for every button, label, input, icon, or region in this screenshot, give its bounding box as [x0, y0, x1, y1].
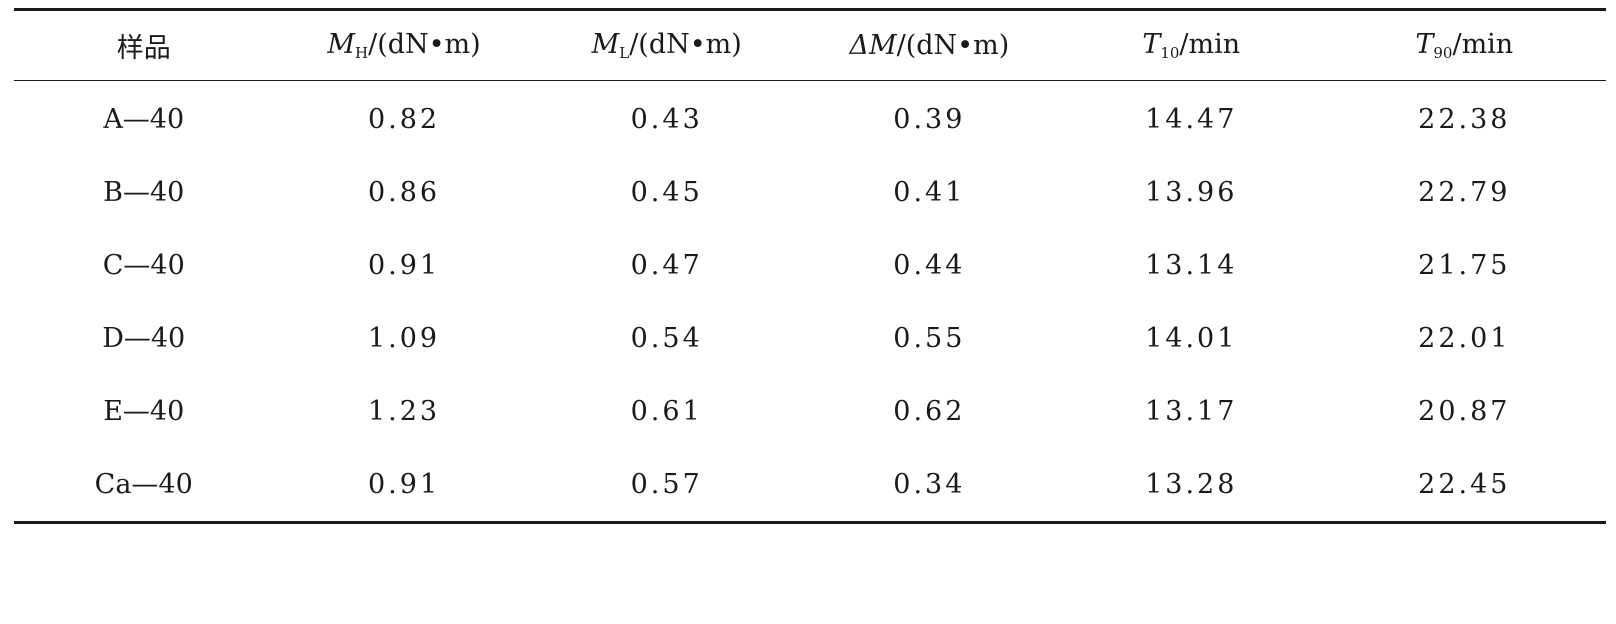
cell-mh: 0.82	[367, 104, 441, 135]
cell-sample: B—40	[103, 177, 185, 208]
cell-mh: 0.91	[367, 250, 441, 281]
cell-ml: 0.47	[630, 250, 703, 281]
table-header-row: 样品 MH/(dN•m) ML/(dN•m) ΔM/(dN•m) T10/min…	[14, 9, 1606, 81]
cell-mh: 0.86	[367, 177, 441, 208]
header-t90-unit: /min	[1452, 29, 1514, 60]
header-sample-label: 样品	[116, 33, 171, 64]
header-t90-var: T	[1415, 29, 1434, 60]
cell-t10: 14.47	[1145, 104, 1238, 135]
header-delta-m-unit: /(dN•m)	[896, 30, 1010, 61]
table-row: B—40 0.86 0.45 0.41 13.96 22.79	[14, 156, 1606, 229]
cell-delta-m: 0.55	[893, 323, 966, 354]
cell-sample: C—40	[102, 250, 185, 281]
header-ml-sub: L	[619, 44, 630, 62]
header-t10: T10/min	[1060, 10, 1323, 81]
cell-t90: 22.01	[1418, 323, 1511, 354]
table-row: A—40 0.82 0.43 0.39 14.47 22.38	[14, 81, 1606, 157]
cell-ml: 0.45	[630, 177, 703, 208]
header-mh-var: M	[327, 29, 355, 60]
header-t10-sub: 10	[1160, 44, 1180, 62]
cell-delta-m: 0.41	[893, 177, 966, 208]
header-sample: 样品	[14, 10, 273, 81]
cell-ml: 0.43	[630, 104, 703, 135]
cell-t90: 22.79	[1418, 177, 1511, 208]
table-row: E—40 1.23 0.61 0.62 13.17 20.87	[14, 375, 1606, 448]
cell-t10: 13.28	[1145, 469, 1238, 500]
cell-t90: 22.45	[1418, 469, 1511, 500]
cell-sample: A—40	[103, 104, 185, 135]
data-table-container: 样品 MH/(dN•m) ML/(dN•m) ΔM/(dN•m) T10/min…	[14, 8, 1606, 524]
cell-mh: 1.23	[367, 396, 441, 427]
header-mh-unit: /(dN•m)	[368, 29, 481, 60]
table-row: Ca—40 0.91 0.57 0.34 13.28 22.45	[14, 448, 1606, 523]
header-delta-m-var: ΔM	[849, 30, 897, 61]
header-t10-var: T	[1142, 29, 1161, 60]
table-row: D—40 1.09 0.54 0.55 14.01 22.01	[14, 302, 1606, 375]
header-ml-unit: /(dN•m)	[629, 29, 742, 60]
header-ml-var: M	[591, 29, 620, 60]
header-t90: T90/min	[1323, 10, 1606, 81]
cell-sample: D—40	[102, 323, 186, 354]
cell-ml: 0.54	[630, 323, 703, 354]
cell-delta-m: 0.44	[893, 250, 966, 281]
header-ml: ML/(dN•m)	[535, 10, 799, 81]
cell-t10: 13.96	[1145, 177, 1238, 208]
cell-mh: 0.91	[367, 469, 441, 500]
header-t10-unit: /min	[1179, 29, 1241, 60]
header-delta-m: ΔM/(dN•m)	[799, 10, 1060, 81]
cell-t10: 13.14	[1145, 250, 1238, 281]
cell-t90: 22.38	[1418, 104, 1511, 135]
cell-t90: 21.75	[1418, 250, 1511, 281]
cell-t10: 14.01	[1145, 323, 1238, 354]
cell-delta-m: 0.34	[893, 469, 966, 500]
cell-ml: 0.61	[630, 396, 703, 427]
header-t90-sub: 90	[1433, 44, 1453, 62]
cell-delta-m: 0.39	[893, 104, 966, 135]
cell-t10: 13.17	[1145, 396, 1238, 427]
data-table: 样品 MH/(dN•m) ML/(dN•m) ΔM/(dN•m) T10/min…	[14, 8, 1606, 524]
cell-delta-m: 0.62	[893, 396, 966, 427]
cell-mh: 1.09	[367, 323, 441, 354]
cell-sample: Ca—40	[94, 469, 193, 500]
header-mh-sub: H	[355, 44, 369, 62]
header-mh: MH/(dN•m)	[273, 10, 534, 81]
cell-t90: 20.87	[1418, 396, 1511, 427]
cell-ml: 0.57	[630, 469, 703, 500]
cell-sample: E—40	[103, 396, 185, 427]
table-row: C—40 0.91 0.47 0.44 13.14 21.75	[14, 229, 1606, 302]
